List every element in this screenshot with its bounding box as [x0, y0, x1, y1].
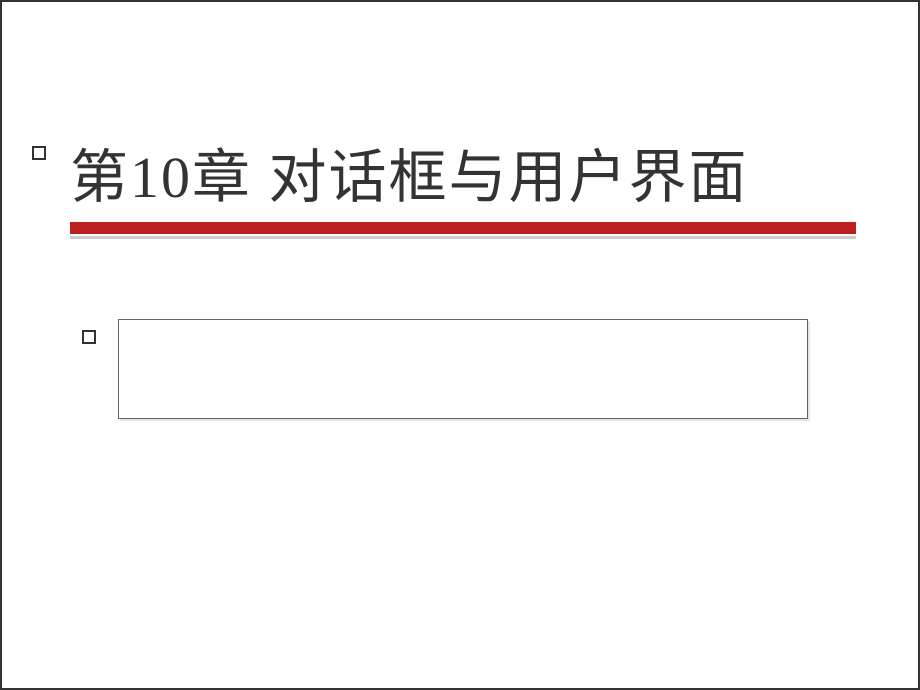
- title-underline-secondary: [70, 236, 856, 239]
- content-bullet-icon: [82, 330, 96, 344]
- title-bullet-icon: [32, 146, 46, 160]
- content-box: [118, 319, 808, 419]
- slide-container: 第10章 对话框与用户界面: [0, 0, 920, 690]
- title-section: 第10章 对话框与用户界面: [70, 130, 856, 239]
- title-underline-primary: [70, 222, 856, 234]
- slide-title: 第10章 对话框与用户界面: [70, 130, 856, 214]
